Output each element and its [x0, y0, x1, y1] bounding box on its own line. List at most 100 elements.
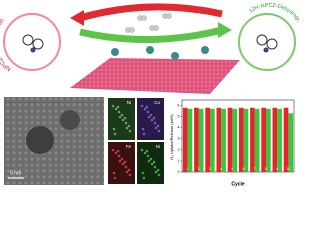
red-arrowhead: [70, 10, 84, 26]
bar: [288, 113, 294, 172]
x-tick-label: 3: [209, 167, 211, 171]
red-arrow: [79, 3, 223, 22]
map-dot: [113, 132, 117, 136]
green-arrow: [79, 26, 223, 44]
map-dot: [140, 148, 144, 152]
x-tick-label: 8: [265, 167, 267, 171]
map-dot: [123, 160, 127, 164]
map-label: Ni: [156, 144, 160, 149]
bar: [221, 108, 226, 172]
map-dot: [141, 127, 145, 131]
map-dot: [145, 149, 149, 153]
y-tick-label: 1: [178, 159, 180, 163]
crystal-slab: [70, 58, 240, 94]
map-dot: [123, 116, 127, 120]
map-dot: [112, 171, 116, 175]
bar: [205, 107, 210, 172]
map-dot: [145, 105, 149, 109]
map-label: Ni: [127, 100, 131, 105]
y-tick-label: 3: [178, 137, 180, 141]
bar: [182, 107, 188, 172]
h2-molecules: [125, 13, 172, 33]
x-tick-label: 7: [254, 167, 256, 171]
map-dot: [113, 176, 117, 180]
map-dot: [143, 107, 147, 111]
bar: [254, 108, 260, 172]
x-tick-label: 9: [276, 167, 278, 171]
map-dot: [141, 171, 145, 175]
element-maps: Ni Co Fe Ni: [108, 98, 164, 184]
plot-frame: [181, 99, 295, 173]
x-axis-label: Cycle: [231, 181, 245, 187]
map-dot: [127, 124, 131, 128]
map-dot: [140, 104, 144, 108]
map-dot: [147, 159, 151, 163]
map-dot: [121, 162, 125, 166]
map-dot: [114, 107, 118, 111]
bar: [232, 108, 238, 172]
left-molecule: [22, 34, 44, 53]
y-tick-label: 2: [178, 148, 180, 152]
cycle-chart: H₂ Uptake/Release (wt%) Cycle 0 1 2 3 4 5 6 1 2 3…: [169, 99, 295, 187]
right-molecule: [256, 34, 278, 53]
map-dot: [154, 170, 158, 174]
particle: [60, 110, 80, 130]
map-dot: [120, 113, 124, 117]
map-dot: [153, 121, 157, 125]
map-dot: [120, 157, 124, 161]
x-tick-label: 5: [231, 167, 233, 171]
map-dot: [153, 165, 157, 169]
bar: [187, 108, 193, 172]
map-dot: [146, 154, 150, 158]
bar: [277, 108, 282, 172]
map-label: Co: [154, 100, 160, 105]
map-dot: [125, 170, 129, 174]
map-dot: [152, 116, 156, 120]
x-tick-label: 6: [243, 167, 245, 171]
map-dot: [116, 149, 120, 153]
bar: [250, 107, 255, 172]
map-dot: [142, 132, 146, 136]
bar: [261, 107, 266, 172]
map-dot: [117, 154, 121, 158]
bar: [283, 107, 289, 172]
scale-label: 5 nm: [10, 170, 21, 176]
x-tick-label: 4: [220, 167, 222, 171]
map-dot: [156, 124, 160, 128]
map-dot: [156, 168, 160, 172]
y-tick-label: 6: [178, 103, 180, 107]
bar: [227, 107, 233, 172]
map-dot: [118, 159, 122, 163]
map-dot: [150, 118, 154, 122]
tem-image: [4, 97, 104, 185]
map-dot: [117, 110, 121, 114]
map-dot: [124, 165, 128, 169]
map-dot: [116, 105, 120, 109]
bar: [238, 107, 244, 172]
map-dot: [124, 121, 128, 125]
y-tick-label: 4: [178, 126, 180, 130]
bar: [243, 108, 249, 172]
bar: [216, 107, 222, 172]
map-dot: [157, 129, 161, 133]
map-dot: [111, 104, 115, 108]
map-dot: [112, 127, 116, 131]
bar: [194, 107, 199, 172]
map-dot: [146, 110, 150, 114]
clusters: [111, 46, 209, 60]
bar: [266, 108, 271, 172]
map-dot: [147, 115, 151, 119]
map-dot: [125, 126, 129, 130]
map-dot: [143, 151, 147, 155]
map-dot: [150, 162, 154, 166]
bar: [198, 108, 204, 172]
map-label: Fe: [126, 144, 132, 149]
map-dot: [142, 176, 146, 180]
map-dot: [118, 115, 122, 119]
map-dot: [154, 126, 158, 130]
map-dot: [152, 160, 156, 164]
bar: [210, 108, 215, 172]
x-tick-label: 2: [198, 167, 200, 171]
green-arrowhead: [218, 22, 232, 38]
x-tick-label: 1: [187, 167, 189, 171]
